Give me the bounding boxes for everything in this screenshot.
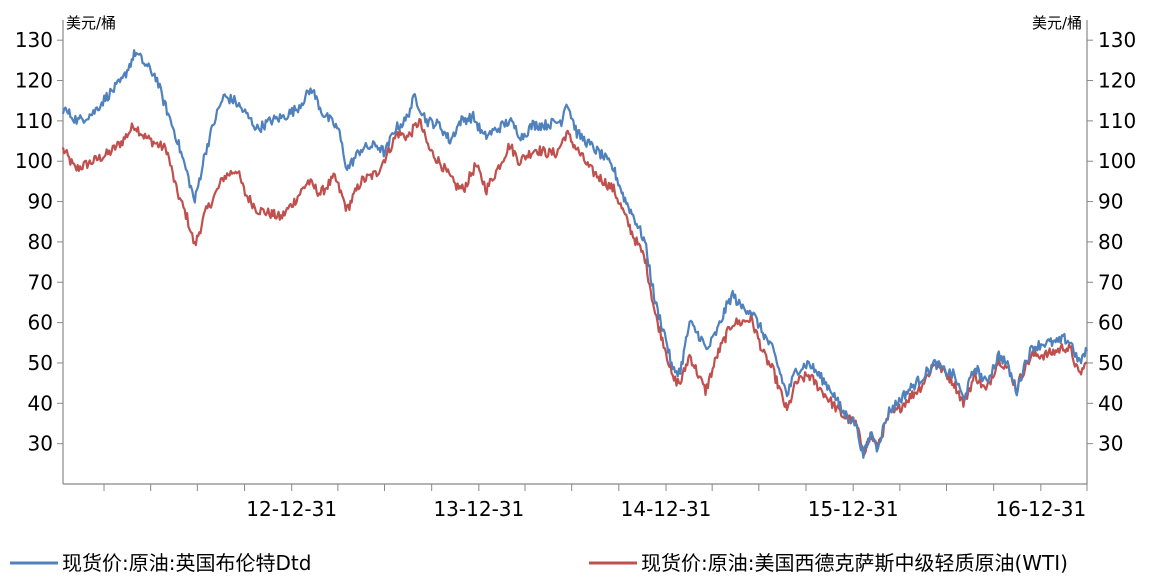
legend-label: 现货价:原油:美国西德克萨斯中级轻质原油(WTI) bbox=[641, 551, 1068, 575]
y-tick-label-right: 80 bbox=[1098, 230, 1123, 254]
y-tick-label-left: 30 bbox=[28, 432, 53, 456]
left-unit-label: 美元/桶 bbox=[66, 14, 116, 32]
y-tick-label-left: 60 bbox=[28, 311, 53, 335]
series-lines bbox=[61, 49, 1089, 459]
y-tick-label-left: 100 bbox=[15, 149, 53, 173]
y-tick-label-left: 70 bbox=[28, 270, 53, 294]
legend-label: 现货价:原油:英国布伦特Dtd bbox=[62, 551, 311, 575]
y-tick-label-right: 40 bbox=[1098, 391, 1123, 415]
y-tick-label-right: 70 bbox=[1098, 270, 1123, 294]
right-unit-label: 美元/桶 bbox=[1032, 14, 1082, 32]
y-tick-label-left: 50 bbox=[28, 351, 53, 375]
y-tick-label-left: 90 bbox=[28, 190, 53, 214]
x-tick-label: 14-12-31 bbox=[621, 497, 712, 521]
y-tick-label-right: 50 bbox=[1098, 351, 1123, 375]
y-tick-label-right: 120 bbox=[1098, 69, 1136, 93]
y-tick-label-right: 60 bbox=[1098, 311, 1123, 335]
axes: 30 30 40 40 50 50 60 60 70 70 80 80 90 90 100 100 110 110… bbox=[15, 20, 1136, 521]
y-tick-label-left: 130 bbox=[15, 28, 53, 52]
x-tick-label: 15-12-31 bbox=[808, 497, 899, 521]
y-tick-label-right: 130 bbox=[1098, 28, 1136, 52]
series-line bbox=[61, 118, 1088, 458]
legend: 现货价:原油:英国布伦特Dtd 现货价:原油:美国西德克萨斯中级轻质原油(WTI) bbox=[10, 551, 1068, 575]
y-tick-label-right: 100 bbox=[1098, 149, 1136, 173]
y-tick-label-right: 90 bbox=[1098, 190, 1123, 214]
x-tick-label: 16-12-31 bbox=[995, 497, 1086, 521]
series-line bbox=[61, 49, 1089, 459]
x-tick-label: 13-12-31 bbox=[433, 497, 524, 521]
y-tick-label-left: 80 bbox=[28, 230, 53, 254]
y-tick-label-right: 30 bbox=[1098, 432, 1123, 456]
x-tick-label: 12-12-31 bbox=[246, 497, 337, 521]
y-tick-label-left: 120 bbox=[15, 69, 53, 93]
y-tick-label-right: 110 bbox=[1098, 109, 1136, 133]
y-tick-label-left: 110 bbox=[15, 109, 53, 133]
y-tick-label-left: 40 bbox=[28, 391, 53, 415]
